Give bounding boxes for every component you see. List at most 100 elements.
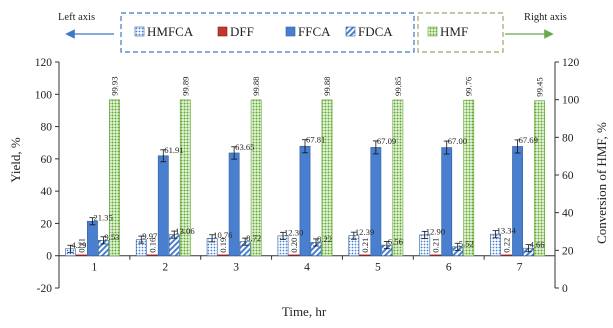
y-tick-label-right: 80 [562,132,574,144]
data-label-fdca: 6.56 [388,237,404,247]
x-tick-label: 1 [92,262,98,274]
data-label-hmfca: 12.30 [284,227,303,237]
data-label-hmfca: 12.90 [426,226,445,236]
data-label-ffca: 21.35 [93,213,112,223]
bar-dff [359,254,371,257]
legend-right-frame [417,12,504,53]
legend-left-frame [120,12,415,53]
legend: HMFCA DFF FFCA FDCA HMF [134,24,468,39]
bar-hmf [463,99,475,257]
bar-dff [217,254,229,257]
bar-hmf [179,99,191,257]
data-label-dff: 0.21 [431,238,441,253]
data-label-hmf: 99.93 [109,76,119,95]
x-tick-label: 4 [304,262,310,274]
y-tick-label-left: 40 [41,186,53,198]
y-tick-label-left: 20 [41,218,53,230]
legend-label-fdca: FDCA [358,24,393,39]
bar-hmf [321,99,333,257]
y-tick-label-right: 120 [562,57,580,69]
y-axis-title-left: Yield, % [8,137,23,183]
bar-ffca [228,152,240,257]
data-label-hmfca: 4.29 [71,240,86,250]
bars [65,99,545,257]
x-tick-label: 6 [446,262,452,274]
legend-label-hmfca: HMFCA [147,24,194,39]
y-tick-label-right: 60 [562,170,574,182]
data-label-fdca: 8.22 [317,234,332,244]
y-tick-label-left: 60 [41,154,53,166]
data-label-fdca: 5.52 [459,238,474,248]
y-tick-label-left: -20 [37,283,53,295]
bar-ffca [512,146,523,257]
data-labels: 4.29 9.97 10.76 12.30 12.39 12.90 13.34 0.11 0.1… [71,76,545,253]
bar-dff [146,254,158,257]
bar-hmf [109,99,120,257]
bar-ffca [441,147,453,257]
data-label-hmfca: 10.76 [213,230,233,240]
data-label-ffca: 67.09 [377,136,396,146]
x-tick-label: 3 [233,262,239,274]
data-label-hmf: 99.85 [393,77,403,96]
data-label-hmf: 99.76 [464,76,474,96]
y-tick-label-left: 120 [35,57,53,69]
data-label-fdca: 13.06 [175,226,195,236]
data-label-dff: 0.22 [502,238,512,253]
data-label-fdca: 4.66 [530,240,546,250]
y-axis-title-right: Conversion of HMF, % [594,122,609,244]
data-label-dff: 0.11 [76,238,86,253]
data-label-hmf: 99.45 [535,77,545,96]
left-axis-note: Left axis [58,12,95,23]
legend-swatch-fdca [345,26,356,37]
y-tick-label-right: 20 [562,245,574,257]
bar-dff [501,254,512,257]
data-label-dff: 0.19 [218,238,228,253]
y-tick-label-right: 0 [562,283,568,295]
bar-hmf [392,99,404,257]
bar-dff [430,254,442,257]
legend-label-hmf: HMF [440,24,468,39]
data-label-ffca: 67.69 [519,135,538,145]
data-label-dff: 0.21 [360,238,370,253]
data-label-ffca: 63.65 [235,142,254,152]
right-axis-note: Right axis [524,12,567,23]
x-axis-title: Time, hr [282,304,327,319]
y-tick-label-right: 40 [562,208,574,220]
bar-ffca [299,145,311,257]
bar-ffca [87,220,98,257]
legend-swatch-hmf [427,26,438,37]
data-label-ffca: 67.00 [448,136,467,146]
data-label-hmf: 99.88 [251,77,261,96]
data-label-ffca: 61.91 [164,145,183,155]
y-tick-label-left: 100 [35,89,53,101]
x-tick-label: 7 [517,262,523,274]
legend-label-dff: DFF [230,24,254,39]
x-tick-label: 5 [375,262,381,274]
bar-dff [76,254,87,257]
bar-ffca [370,147,382,257]
x-tick-label: 2 [162,262,168,274]
y-tick-label-right: 100 [562,95,580,107]
bar-hmf [250,99,262,257]
data-label-fdca: 8.72 [246,233,261,243]
legend-swatch-ffca [285,26,296,37]
data-label-dff: 0.16 [147,237,157,253]
data-label-hmf: 99.88 [322,77,332,96]
legend-swatch-hmfca [134,26,145,37]
data-label-hmfca: 12.39 [355,227,374,237]
y-tick-label-left: 80 [41,122,53,134]
bar-dff [288,254,300,257]
bar-ffca [157,155,169,257]
data-label-ffca: 67.81 [306,135,325,145]
bar-hmf [534,100,545,257]
data-label-hmf: 99.89 [180,77,190,96]
legend-swatch-dff [217,26,228,37]
legend-label-ffca: FFCA [298,24,331,39]
data-label-hmfca: 13.34 [497,226,517,236]
data-label-fdca: 9.53 [104,232,119,242]
y-tick-label-left: 0 [46,251,52,263]
data-label-hmfca: 9.97 [142,231,158,241]
data-label-dff: 0.20 [289,238,299,253]
